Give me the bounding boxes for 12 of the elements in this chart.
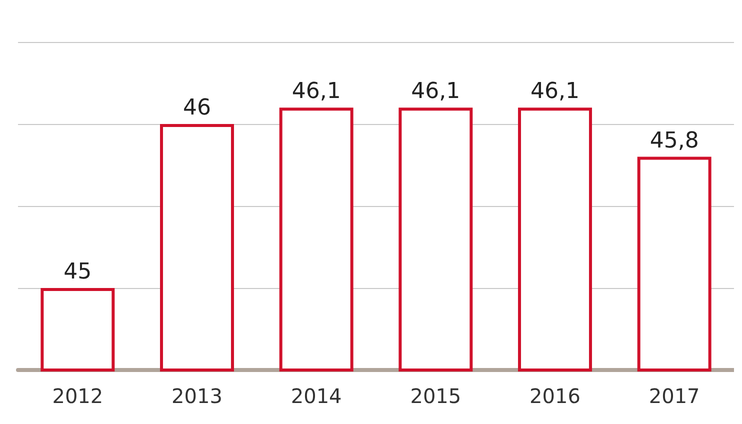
data-label: 46: [183, 96, 211, 120]
x-tick-label: 2017: [648, 384, 700, 408]
x-tick-label: 2015: [410, 384, 462, 408]
data-label: 46,1: [292, 79, 341, 104]
data-label: 46,1: [411, 79, 460, 104]
x-tick-label: 2016: [530, 384, 580, 408]
x-tick-label: 2014: [290, 384, 342, 408]
x-tick-label: 2013: [172, 384, 222, 408]
x-tick-label: 2012: [52, 384, 104, 408]
data-label: 45: [64, 260, 92, 284]
data-label: 46,1: [530, 79, 580, 104]
data-label: 45,8: [650, 128, 699, 154]
